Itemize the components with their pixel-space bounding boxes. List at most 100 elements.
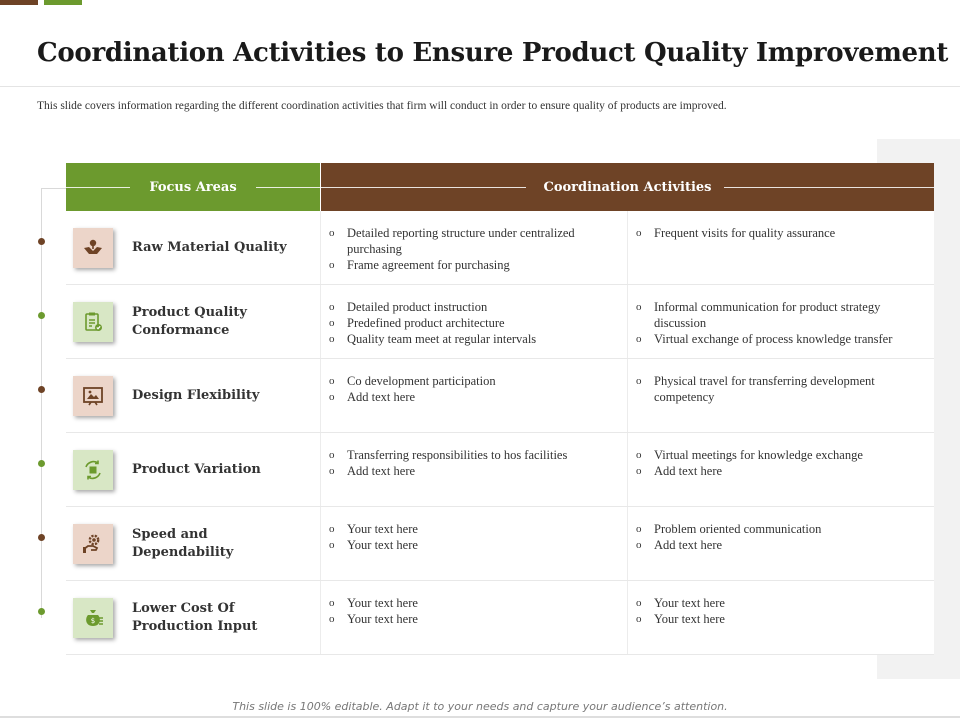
- table-row: Design Flexibility o Co development partic…: [66, 359, 934, 433]
- activity-cell: o Frequent visits for quality assurance: [628, 211, 934, 284]
- hands-plant-icon: [73, 227, 113, 268]
- activity-text: Problem oriented communication: [654, 522, 822, 536]
- activity-bullet: o Your text here: [636, 611, 926, 627]
- activity-cell: o Virtual meetings for knowledge exchange…: [628, 433, 934, 506]
- activity-text: Add text here: [654, 464, 723, 478]
- activity-text: Physical travel for transferring develop…: [654, 374, 875, 404]
- bottom-divider: [0, 716, 960, 718]
- focus-area-cell: Product Variation: [66, 433, 321, 506]
- focus-area-cell: Product Quality Conformance: [66, 285, 321, 358]
- corner-accent-brown: [0, 0, 38, 5]
- activity-text: Your text here: [654, 596, 725, 610]
- focus-area-label: Product Quality Conformance: [132, 304, 247, 338]
- activity-bullet: o Virtual meetings for knowledge exchange: [636, 447, 926, 463]
- activity-bullet: o Add text here: [329, 463, 619, 479]
- focus-area-label: Lower Cost Of Production Input: [132, 600, 258, 634]
- svg-text:$: $: [91, 617, 95, 625]
- activity-text: Frequent visits for quality assurance: [654, 226, 836, 240]
- focus-area-label: Raw Material Quality: [132, 239, 287, 255]
- bullet-marker: o: [329, 465, 335, 477]
- footer-note: This slide is 100% editable. Adapt it to…: [232, 700, 728, 713]
- bullet-marker: o: [636, 539, 642, 551]
- activity-text: Co development participation: [347, 374, 496, 388]
- timeline-dot: [38, 534, 45, 541]
- activity-cell: o Your text here o Your text here: [628, 581, 934, 654]
- money-bag-icon: $: [73, 597, 113, 638]
- timeline-dot: [38, 460, 45, 467]
- activity-bullet: o Add text here: [636, 463, 926, 479]
- bullet-marker: o: [329, 333, 335, 345]
- focus-area-label: Speed and Dependability: [132, 526, 234, 560]
- activity-cell: o Detailed reporting structure under cent…: [321, 211, 628, 284]
- corner-accent-green: [44, 0, 82, 5]
- header-activities-label: Coordination Activities: [543, 179, 712, 195]
- bullet-marker: o: [636, 227, 642, 239]
- timeline-dot: [38, 386, 45, 393]
- bullet-marker: o: [636, 449, 642, 461]
- focus-area-label: Product Variation: [132, 461, 261, 477]
- activity-bullet: o Physical travel for transferring develo…: [636, 373, 926, 405]
- activity-text: Predefined product architecture: [347, 316, 505, 330]
- bullet-marker: o: [329, 539, 335, 551]
- activity-bullet: o Your text here: [329, 537, 619, 553]
- activity-cell: o Physical travel for transferring develo…: [628, 359, 934, 432]
- focus-area-cell: $ Lower Cost Of Production Input: [66, 581, 321, 654]
- activity-bullet: o Co development participation: [329, 373, 619, 389]
- activity-bullet: o Quality team meet at regular intervals: [329, 331, 619, 347]
- header-rule-right: [724, 187, 934, 188]
- bullet-marker: o: [636, 375, 642, 387]
- bullet-marker: o: [329, 259, 335, 271]
- timeline-dot: [38, 312, 45, 319]
- activity-text: Detailed reporting structure under centr…: [347, 226, 575, 256]
- page-title: Coordination Activities to Ensure Produc…: [37, 38, 949, 68]
- header-coordination-activities: Coordination Activities: [321, 163, 934, 211]
- activity-bullet: o Detailed reporting structure under cent…: [329, 225, 619, 257]
- bullet-marker: o: [329, 597, 335, 609]
- clipboard-check-icon: [73, 301, 113, 342]
- activity-text: Add text here: [347, 464, 416, 478]
- activity-bullet: o Frame agreement for purchasing: [329, 257, 619, 273]
- activity-cell: o Informal communication for product stra…: [628, 285, 934, 358]
- activity-text: Informal communication for product strat…: [654, 300, 881, 330]
- timeline-line: [41, 188, 42, 618]
- activity-bullet: o Your text here: [636, 595, 926, 611]
- bullet-marker: o: [329, 227, 335, 239]
- bullet-marker: o: [329, 301, 335, 313]
- header-rule-right: [256, 187, 320, 188]
- coordination-table: Focus Areas Coordination Activities Raw …: [66, 163, 934, 655]
- table-row: Product Variation o Transferring responsib…: [66, 433, 934, 507]
- bullet-marker: o: [636, 301, 642, 313]
- table-body: Raw Material Quality o Detailed reporting …: [66, 211, 934, 655]
- header-rule-left: [66, 187, 130, 188]
- timeline-connector: [41, 188, 66, 189]
- activity-bullet: o Frequent visits for quality assurance: [636, 225, 926, 241]
- activity-bullet: o Add text here: [636, 537, 926, 553]
- activity-text: Transferring responsibilities to hos fac…: [347, 448, 568, 462]
- focus-area-cell: Design Flexibility: [66, 359, 321, 432]
- activity-text: Add text here: [347, 390, 416, 404]
- activity-cell: o Co development participation o Add text h…: [321, 359, 628, 432]
- activity-text: Your text here: [347, 522, 418, 536]
- activity-text: Add text here: [654, 538, 723, 552]
- design-board-icon: [73, 375, 113, 416]
- activity-bullet: o Your text here: [329, 611, 619, 627]
- activity-bullet: o Virtual exchange of process knowledge t…: [636, 331, 926, 347]
- activity-text: Your text here: [347, 612, 418, 626]
- page-subtitle: This slide covers information regarding …: [37, 100, 727, 112]
- activity-bullet: o Add text here: [329, 389, 619, 405]
- bullet-marker: o: [636, 597, 642, 609]
- timeline-dot: [38, 608, 45, 615]
- table-row: Raw Material Quality o Detailed reporting …: [66, 211, 934, 285]
- activity-cell: o Your text here o Your text here: [321, 507, 628, 580]
- bullet-marker: o: [329, 317, 335, 329]
- header-focus-areas: Focus Areas: [66, 163, 321, 211]
- table-row: Product Quality Conformance o Detailed pro…: [66, 285, 934, 359]
- bullet-marker: o: [329, 449, 335, 461]
- bullet-marker: o: [329, 391, 335, 403]
- hand-gear-icon: [73, 523, 113, 564]
- activity-bullet: o Predefined product architecture: [329, 315, 619, 331]
- title-divider: [0, 86, 960, 87]
- activity-text: Your text here: [347, 538, 418, 552]
- activity-cell: o Detailed product instruction o Predefined…: [321, 285, 628, 358]
- bullet-marker: o: [329, 375, 335, 387]
